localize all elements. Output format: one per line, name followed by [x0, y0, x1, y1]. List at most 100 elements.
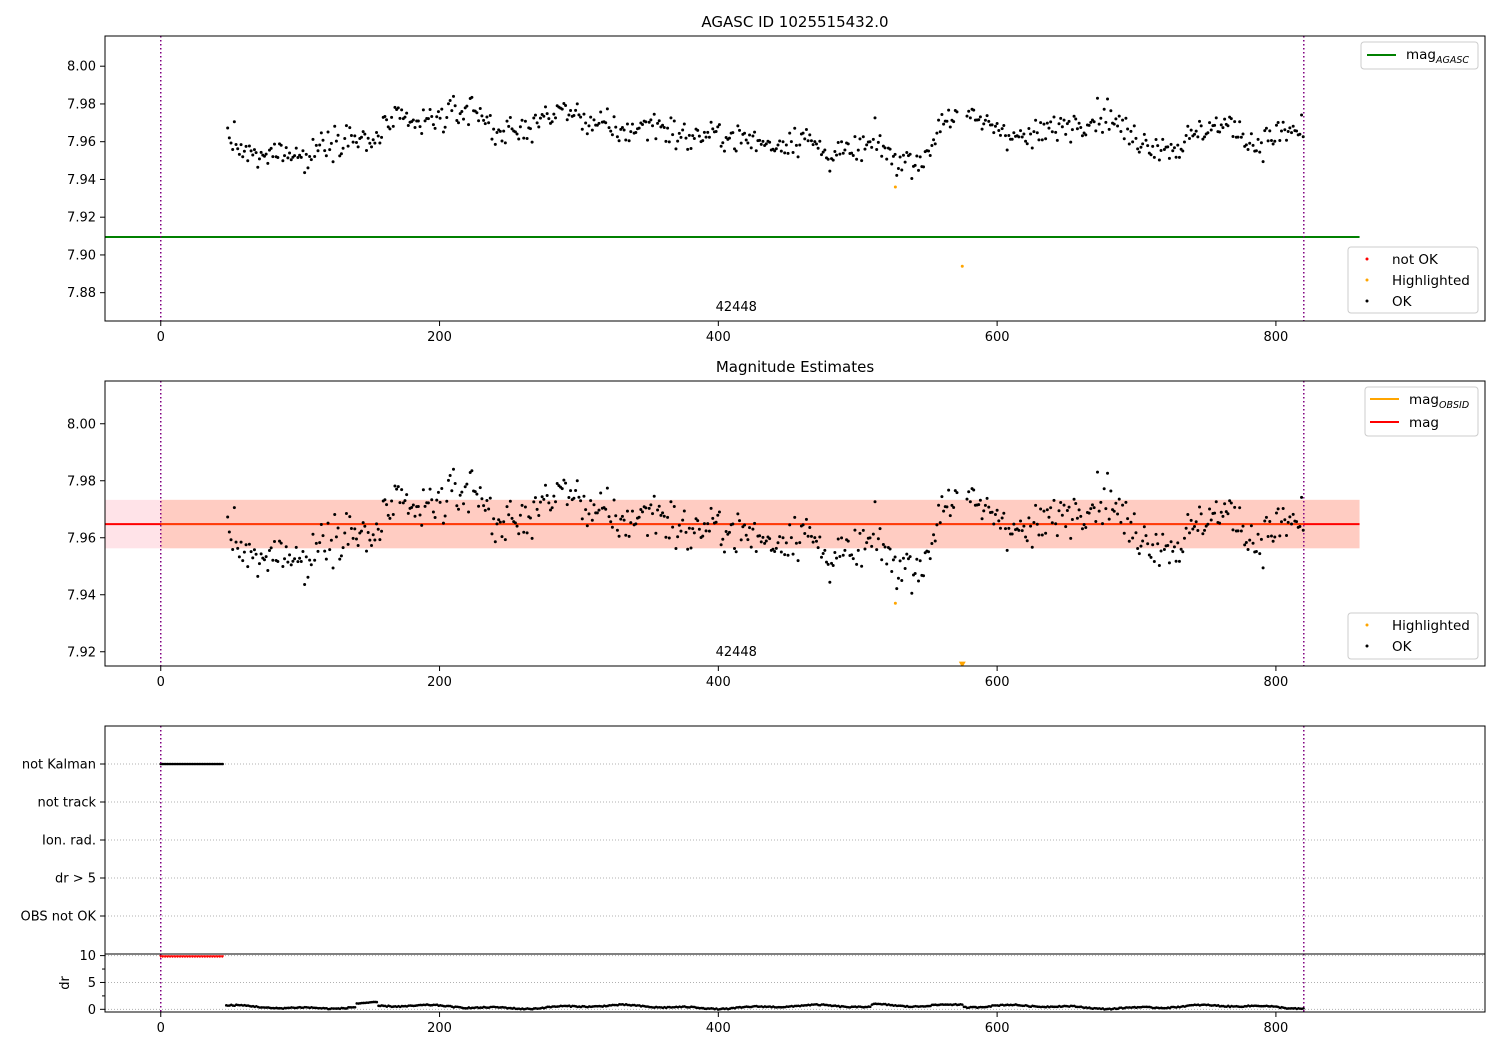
- ok-point: [1127, 142, 1131, 146]
- ok-point: [436, 110, 440, 114]
- ok-point: [597, 121, 601, 125]
- ok-point: [244, 144, 248, 148]
- ok-point: [313, 155, 317, 159]
- ok-point: [247, 144, 251, 148]
- ok-point: [339, 152, 343, 156]
- ok-point: [1274, 511, 1278, 515]
- ok-point: [828, 169, 832, 173]
- ok-point: [321, 534, 325, 538]
- ok-point: [351, 140, 355, 144]
- dr-point: [960, 1003, 964, 1006]
- ok-point: [396, 485, 400, 489]
- ok-point: [1184, 133, 1188, 137]
- ok-point: [1070, 128, 1074, 132]
- ok-point: [948, 125, 952, 129]
- ok-point: [831, 158, 835, 162]
- ok-point: [657, 119, 661, 123]
- ok-point: [1213, 123, 1217, 127]
- ok-point: [1079, 514, 1083, 518]
- ok-point: [1241, 524, 1245, 528]
- ok-point: [237, 555, 241, 559]
- ok-point: [492, 517, 496, 521]
- ok-point: [1104, 120, 1108, 124]
- ok-point: [1269, 139, 1273, 143]
- ok-point: [789, 140, 793, 144]
- ok-point: [582, 494, 586, 498]
- flag-category-label: OBS not OK: [21, 910, 97, 925]
- ok-point: [739, 538, 743, 542]
- ok-point: [1134, 136, 1138, 140]
- ok-point: [1206, 131, 1210, 135]
- ok-point: [1084, 525, 1088, 529]
- x-tick-label: 0: [157, 1021, 165, 1036]
- ok-point: [1109, 109, 1113, 113]
- ok-point: [1295, 129, 1299, 133]
- ok-point: [366, 136, 370, 140]
- ok-point: [781, 140, 785, 144]
- ok-point: [671, 525, 675, 529]
- ok-point: [1079, 126, 1083, 130]
- y-tick-label: 8.00: [67, 417, 96, 432]
- ok-point: [1082, 523, 1086, 527]
- ok-point: [967, 490, 971, 494]
- ok-point: [1077, 508, 1081, 512]
- ok-point: [783, 553, 787, 557]
- ok-point: [793, 515, 797, 519]
- ok-point: [1300, 113, 1304, 117]
- ok-point: [865, 143, 869, 147]
- ok-point: [716, 513, 720, 517]
- ok-point: [1002, 123, 1006, 127]
- ok-point: [1027, 127, 1031, 131]
- ok-point: [1201, 532, 1205, 536]
- ok-point: [438, 116, 442, 120]
- ok-point: [851, 557, 855, 561]
- ok-point: [667, 536, 671, 540]
- ok-point: [1256, 532, 1260, 536]
- ok-point: [453, 104, 457, 108]
- y-tick-label: 7.96: [67, 531, 96, 546]
- ok-point: [1054, 130, 1058, 134]
- ok-point: [917, 168, 921, 172]
- x-tick-label: 400: [706, 330, 731, 345]
- ok-point: [707, 135, 711, 139]
- ok-point: [403, 499, 407, 503]
- ok-point: [1196, 135, 1200, 139]
- ok-point: [445, 116, 449, 120]
- ok-point: [590, 128, 594, 132]
- ok-point: [507, 513, 511, 517]
- ok-point: [711, 127, 715, 131]
- ok-point: [1062, 118, 1066, 122]
- ok-point: [674, 147, 678, 151]
- ok-point: [533, 496, 537, 500]
- ok-point: [733, 547, 737, 551]
- ok-point: [413, 125, 417, 129]
- ok-point: [1241, 132, 1245, 136]
- ok-point: [361, 130, 365, 134]
- ok-point: [1055, 534, 1059, 538]
- ok-point: [709, 120, 713, 124]
- ok-point: [656, 508, 660, 512]
- ok-point: [821, 552, 825, 556]
- flag-category-label: not Kalman: [22, 758, 96, 773]
- ok-point: [271, 558, 275, 562]
- ok-point: [487, 507, 491, 511]
- ok-point: [371, 533, 375, 537]
- ok-point: [761, 535, 765, 539]
- ok-point: [1295, 520, 1299, 524]
- ok-point: [1298, 525, 1302, 529]
- ok-point: [259, 552, 263, 556]
- ok-point: [276, 155, 280, 159]
- ok-point: [231, 147, 235, 151]
- ok-point: [1182, 536, 1186, 540]
- ok-point: [1271, 142, 1275, 146]
- y-tick-label: 10: [79, 949, 96, 964]
- ok-point: [547, 117, 551, 121]
- ok-point: [1124, 116, 1128, 120]
- ok-point: [579, 115, 583, 119]
- ok-point: [304, 152, 308, 156]
- ok-point: [1184, 526, 1188, 530]
- ok-point: [738, 128, 742, 132]
- ok-point: [1136, 546, 1140, 550]
- ok-point: [482, 118, 486, 122]
- ok-point: [933, 142, 937, 146]
